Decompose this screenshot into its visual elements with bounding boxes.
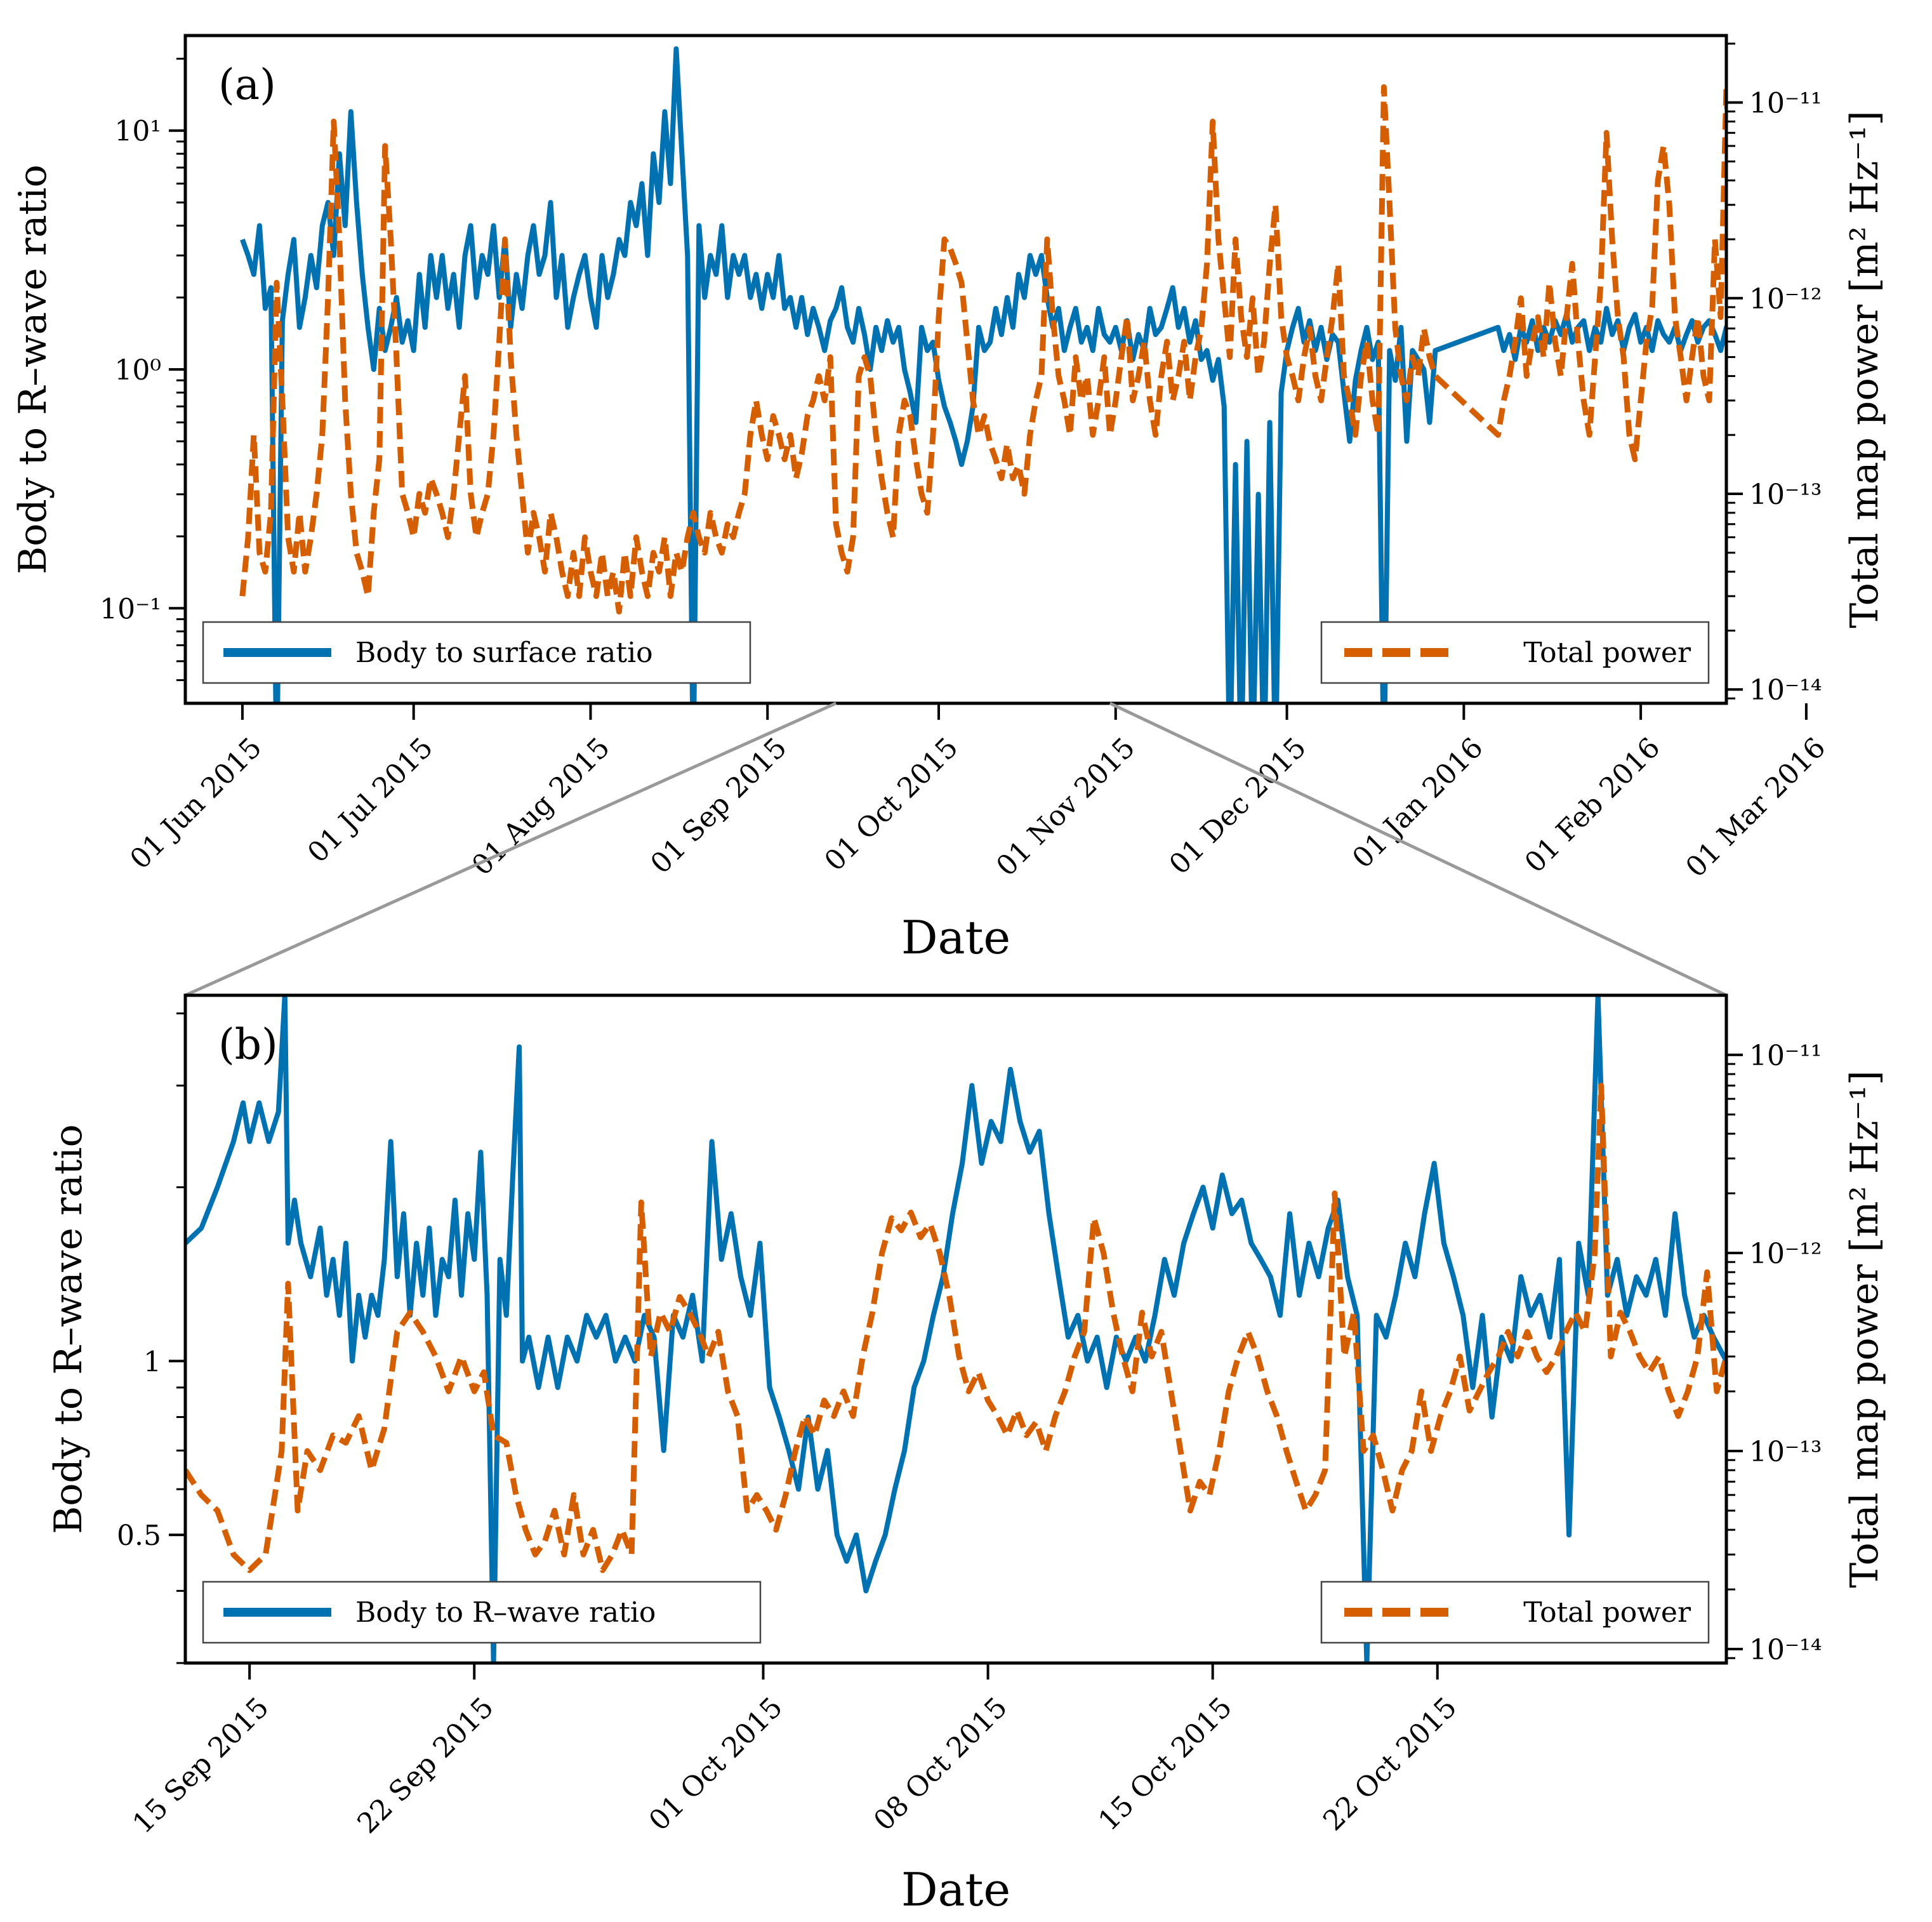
x-tick-label: 01 Mar 2016	[1679, 731, 1832, 884]
x-tick-label: 15 Sep 2015	[126, 1691, 275, 1839]
zoom-line-left	[184, 701, 837, 997]
y2-axis-label: Total map power [m² Hz⁻¹]	[1843, 110, 1887, 628]
y-axis-label: Body to R–wave ratio	[46, 1124, 91, 1534]
x-tick-label: 15 Oct 2015	[1092, 1691, 1238, 1837]
y2-tick-label: 10⁻¹¹	[1749, 88, 1822, 120]
legend-left: Body to surface ratio	[202, 621, 751, 684]
y2-tick-label: 10⁻¹²	[1749, 283, 1822, 315]
x-tick-label: 01 Oct 2015	[818, 731, 964, 877]
zoom-connector-lines	[184, 701, 1728, 997]
legend-label: Total power	[1523, 1596, 1691, 1629]
plot-frame	[183, 993, 1728, 1665]
y2-tick-label: 10⁻¹⁴	[1749, 674, 1822, 706]
panel-tag: (b)	[218, 1020, 278, 1069]
x-tick-label: 22 Oct 2015	[1317, 1691, 1463, 1837]
y2-tick-label: 10⁻¹³	[1749, 1436, 1822, 1468]
x-axis-label: Date	[901, 1863, 1010, 1916]
x-tick-label: 01 Jul 2015	[301, 731, 439, 869]
x-tick-label: 01 Sep 2015	[644, 731, 793, 880]
legend-label: Body to R–wave ratio	[355, 1596, 656, 1629]
x-tick-label: 01 Nov 2015	[990, 731, 1141, 882]
y-tick-label: 1	[143, 1346, 161, 1378]
y-tick-label: 10⁰	[114, 354, 161, 387]
x-axis-label: Date	[901, 911, 1010, 964]
series-line-total-power	[185, 1082, 1726, 1574]
series-line-ratio	[240, 46, 1726, 703]
plot-frame	[183, 34, 1728, 705]
x-tick-label: 01 Dec 2015	[1163, 731, 1313, 880]
y2-tick-label: 10⁻¹⁴	[1749, 1634, 1822, 1666]
y-tick-label: 10⁻¹	[100, 593, 161, 625]
y2-tick-label: 10⁻¹²	[1749, 1238, 1822, 1270]
legend-label: Total power	[1523, 637, 1691, 669]
legend-label: Body to surface ratio	[355, 637, 653, 669]
y2-tick-label: 10⁻¹³	[1749, 479, 1822, 511]
x-tick-label: 22 Sep 2015	[351, 1691, 500, 1839]
legend-box	[1320, 1581, 1710, 1644]
legend-left: Body to R–wave ratio	[202, 1581, 762, 1644]
panel-tag: (a)	[218, 60, 276, 109]
x-tick-label: 01 Feb 2016	[1519, 731, 1667, 879]
series-line-ratio	[185, 995, 1726, 1663]
y2-axis-label: Total map power [m² Hz⁻¹]	[1843, 1070, 1887, 1587]
y-axis-label: Body to R–wave ratio	[11, 164, 55, 574]
x-tick-label: 01 Jun 2015	[124, 731, 268, 875]
y-tick-label: 0.5	[117, 1520, 161, 1552]
y2-tick-label: 10⁻¹¹	[1749, 1040, 1822, 1072]
panel-a: 01 Jun 2015 01 Jul 2015 01 Aug 2015 01 Sep …	[11, 34, 1887, 964]
series-line-total-power	[239, 84, 1726, 615]
x-tick-label: 01 Oct 2015	[643, 1691, 789, 1837]
x-tick-label: 01 Jan 2016	[1346, 731, 1490, 875]
legend-right: Total power	[1320, 1581, 1710, 1644]
panel-b: 15 Sep 2015 22 Sep 2015 01 Oct 2015 08 Oct …	[46, 993, 1887, 1916]
zoom-line-right	[1109, 701, 1728, 997]
legend-right: Total power	[1320, 621, 1710, 684]
x-tick-label: 08 Oct 2015	[868, 1691, 1014, 1837]
y-tick-label: 10¹	[114, 116, 161, 148]
